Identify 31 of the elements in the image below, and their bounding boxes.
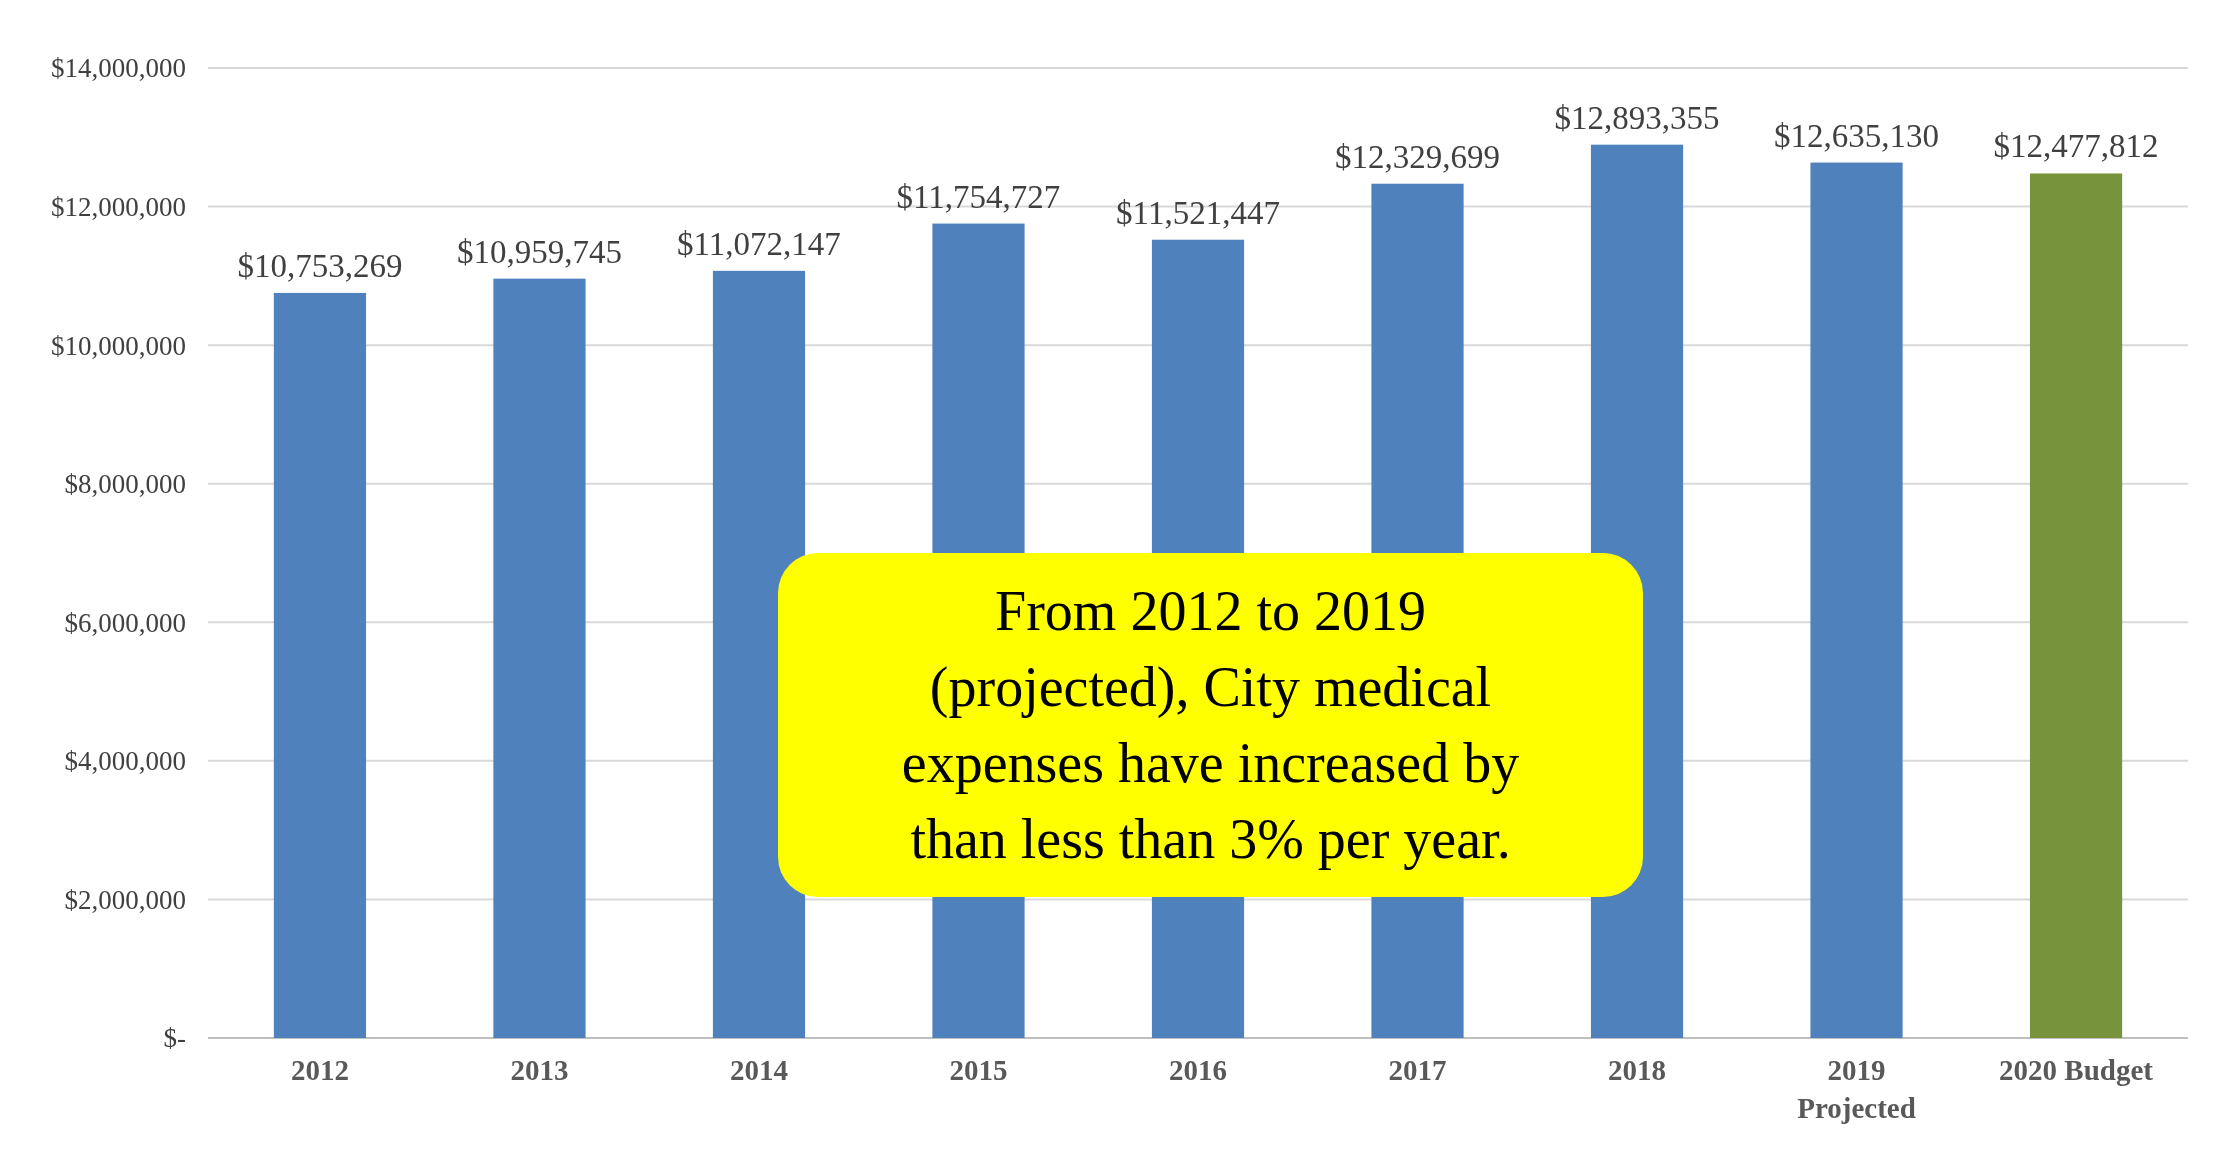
x-tick-label: 2018: [1608, 1054, 1667, 1086]
x-tick-label: 2015: [949, 1054, 1008, 1086]
data-label: $11,521,447: [1116, 194, 1280, 231]
data-label: $11,072,147: [677, 225, 841, 262]
y-tick-label: $12,000,000: [51, 192, 186, 223]
data-label: $10,959,745: [456, 233, 622, 270]
y-tick-label: $14,000,000: [51, 53, 186, 84]
data-label: $12,329,699: [1335, 138, 1501, 175]
y-tick-label: $8,000,000: [64, 469, 186, 500]
bar: [2029, 173, 2123, 1038]
data-label: $10,753,269: [237, 247, 403, 284]
x-tick-label: 2012: [290, 1054, 349, 1086]
bar: [273, 292, 367, 1038]
data-label: $12,635,130: [1774, 117, 1940, 154]
bar: [1810, 162, 1903, 1038]
y-tick-label: $10,000,000: [51, 330, 186, 361]
x-tick-label: 2013: [510, 1054, 569, 1086]
bar: [493, 278, 586, 1038]
x-tick-label: 2014: [729, 1054, 788, 1086]
x-tick-label: 2020 Budget: [1999, 1054, 2154, 1086]
y-tick-label: $2,000,000: [64, 884, 186, 915]
x-tick-label: 2019 Projected: [1797, 1054, 1916, 1124]
x-tick-label: 2016: [1169, 1054, 1227, 1086]
data-label: $12,893,355: [1554, 99, 1720, 136]
annotation: From 2012 to 2019 (projected), City medical expenses have increased by than less than 3% per year.: [901, 579, 1520, 870]
y-tick-label: $4,000,000: [64, 746, 186, 777]
x-tick-label: 2017: [1388, 1054, 1447, 1086]
data-label: $12,477,812: [1993, 128, 2159, 165]
y-tick-label: $-: [163, 1023, 186, 1054]
y-tick-label: $6,000,000: [64, 607, 186, 638]
data-label: $11,754,727: [896, 178, 1061, 215]
